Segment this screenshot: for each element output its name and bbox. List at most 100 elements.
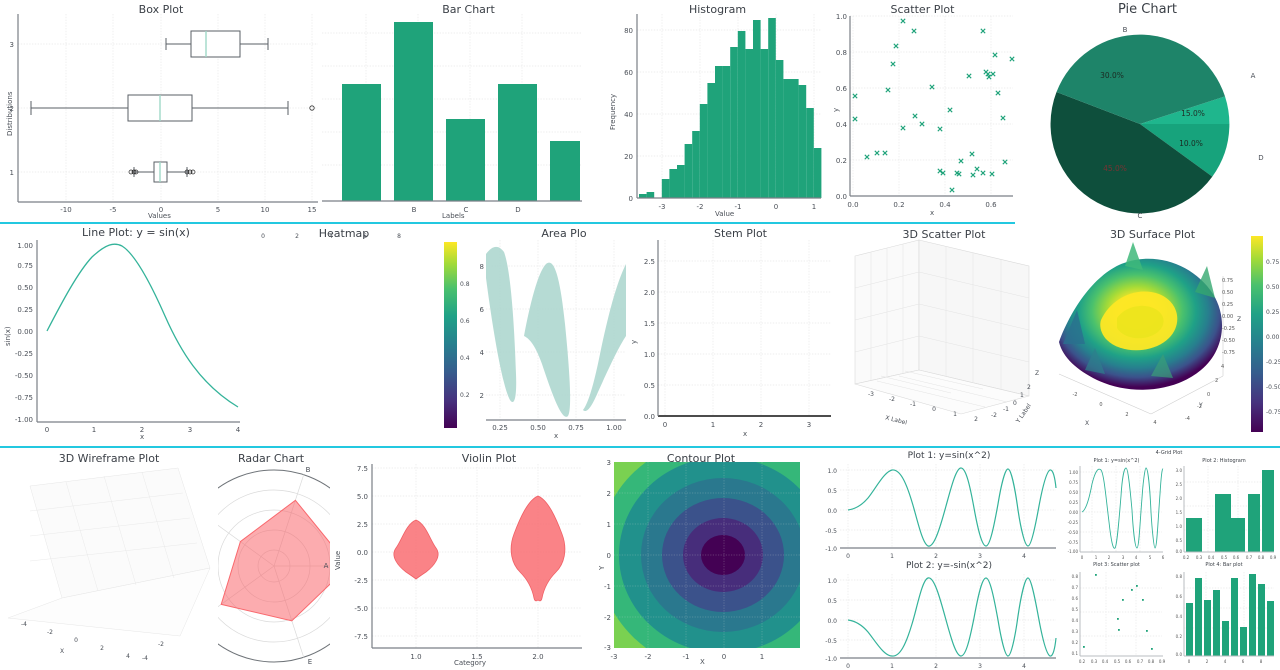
scatter-plot-xlabel: x: [930, 209, 935, 217]
pie-label-a: A: [1251, 72, 1256, 80]
surface3d-xlabel: X: [1085, 420, 1090, 427]
svg-text:0.25: 0.25: [1069, 500, 1078, 505]
svg-text:8: 8: [1260, 659, 1263, 664]
scatter-xtick-1: 0.2: [893, 201, 904, 209]
svg-text:0.0: 0.0: [827, 508, 837, 515]
svg-text:0: 0: [1081, 555, 1084, 560]
svg-text:-0.50: -0.50: [1222, 338, 1235, 344]
box-plot-title: Box Plot: [138, 3, 184, 16]
svg-text:-2: -2: [991, 412, 997, 419]
bar-xtick-2: D: [515, 206, 520, 214]
svg-text:2.5: 2.5: [1176, 482, 1183, 487]
histogram-xlabel: Value: [715, 210, 735, 218]
svg-text:0.50: 0.50: [1266, 284, 1280, 291]
pie-slice-a: [1140, 96, 1230, 124]
svg-text:7.5: 7.5: [357, 465, 368, 473]
grid4-bar-bars: [1186, 574, 1274, 656]
svg-text:2.0: 2.0: [644, 289, 655, 297]
svg-text:1.0: 1.0: [1176, 524, 1183, 529]
violin-plot-xlabel: Category: [454, 659, 486, 667]
svg-text:0.5: 0.5: [1072, 607, 1079, 612]
svg-text:2: 2: [1108, 555, 1111, 560]
svg-text:0.6: 0.6: [1125, 659, 1132, 664]
histogram-svg: -3 -2 -1 0 1 0 20 40 60 80: [624, 14, 822, 211]
svg-text:0.3: 0.3: [1072, 629, 1079, 634]
svg-text:1.5: 1.5: [471, 653, 482, 661]
box-ytick-2: 3: [10, 41, 14, 49]
svg-text:4: 4: [1221, 364, 1224, 370]
stem-plot-title: Stem Plot: [713, 227, 767, 240]
svg-text:0.3: 0.3: [1196, 555, 1203, 560]
surface3d-zlabel: Z: [1237, 316, 1242, 323]
svg-text:0.25: 0.25: [1222, 302, 1233, 308]
svg-text:1: 1: [607, 521, 611, 529]
panel-bar-chart: Bar Chart B C D Labels: [322, 0, 615, 222]
pie-chart-title: Pie Chart: [1117, 2, 1178, 17]
svg-text:1: 1: [92, 426, 96, 434]
box-xtick-2: 0: [159, 206, 163, 214]
heatmap-colorbar: [444, 242, 457, 428]
svg-text:0.0: 0.0: [357, 549, 368, 557]
bar-xtick-1: C: [464, 206, 469, 214]
surface3d-svg: -2 0 2 4 -4 -2 0 2 4 -0.75 -0.50 -0.25 0.00 0.…: [1058, 236, 1280, 432]
panel-contour-plot: Contour Plot -3 -2 -1 0: [598, 448, 810, 670]
area-bands: [486, 246, 626, 417]
svg-text:5: 5: [1149, 555, 1152, 560]
svg-text:0.00: 0.00: [1069, 510, 1078, 515]
svg-text:2: 2: [934, 663, 938, 670]
svg-text:-0.5: -0.5: [825, 638, 837, 645]
box-plot-ylabel: Distributions: [6, 91, 14, 137]
bar-e: [550, 141, 580, 201]
box-xtick-0: -10: [60, 206, 71, 214]
surface3d-title: 3D Surface Plot: [1109, 228, 1196, 241]
svg-text:3: 3: [978, 663, 982, 670]
svg-text:-0.25: -0.25: [15, 350, 33, 358]
svg-text:1: 1: [953, 411, 957, 418]
svg-text:-7.5: -7.5: [354, 633, 368, 641]
row-divider-1: [0, 222, 1015, 224]
svg-text:-0.25: -0.25: [1222, 326, 1235, 332]
svg-text:0.2: 0.2: [1072, 640, 1079, 645]
panel-line-plot: Line Plot: y = sin(x) 0.00 0.25 0.50 0.75 …: [0, 224, 248, 446]
svg-text:1: 1: [890, 663, 894, 670]
scatter-ytick-4: 0.8: [836, 49, 847, 57]
pie-pct-d: 10.0%: [1179, 139, 1203, 148]
stem-plot-xlabel: x: [743, 430, 748, 438]
svg-text:0.3: 0.3: [1091, 659, 1098, 664]
hist-xtick-2: -1: [735, 203, 742, 211]
svg-text:1.5: 1.5: [1176, 510, 1183, 515]
svg-text:3: 3: [1122, 555, 1125, 560]
svg-text:0.00: 0.00: [17, 328, 33, 336]
svg-text:0.9: 0.9: [1270, 555, 1277, 560]
svg-text:-1.00: -1.00: [1068, 549, 1079, 554]
svg-text:0: 0: [45, 426, 49, 434]
hist-ytick-2: 40: [624, 111, 633, 119]
svg-text:-0.5: -0.5: [825, 528, 837, 535]
svg-text:4: 4: [1022, 663, 1026, 670]
panel-pie-chart: Pie Chart A B C D 15.0% 30.0% 45: [1015, 0, 1280, 222]
svg-text:0.4: 0.4: [1208, 555, 1215, 560]
svg-text:-2: -2: [645, 653, 652, 661]
svg-text:0: 0: [1099, 402, 1102, 408]
svg-text:0.2: 0.2: [460, 392, 470, 399]
box-plot-svg: -10 -5 0 5 10 15 1 2 3: [10, 14, 318, 214]
svg-text:-0.75: -0.75: [1068, 540, 1079, 545]
svg-text:0.50: 0.50: [1069, 490, 1078, 495]
pie-chart-svg: A B C D 15.0% 30.0% 45.0% 10.0%: [1050, 26, 1264, 220]
svg-text:1.0: 1.0: [410, 653, 421, 661]
svg-text:0.2: 0.2: [1079, 659, 1086, 664]
grid4-hist-bars: [1186, 470, 1274, 552]
box-plot-xlabel: Values: [148, 212, 171, 220]
svg-text:-1.0: -1.0: [825, 656, 837, 663]
scatter-ytick-0: 0.0: [836, 193, 847, 201]
svg-text:0.8: 0.8: [480, 263, 484, 271]
panel-radar-chart: Radar Chart A B C: [218, 448, 330, 670]
svg-text:0.75: 0.75: [1266, 259, 1280, 266]
pie-label-d: D: [1258, 154, 1263, 162]
radar-label-e: E: [308, 658, 312, 666]
svg-text:0.5: 0.5: [827, 598, 837, 605]
scatter3d-zlabel: Z: [1035, 370, 1040, 377]
svg-text:0.25: 0.25: [492, 424, 508, 432]
hist-ytick-4: 80: [624, 27, 633, 35]
svg-text:-2: -2: [604, 614, 611, 622]
